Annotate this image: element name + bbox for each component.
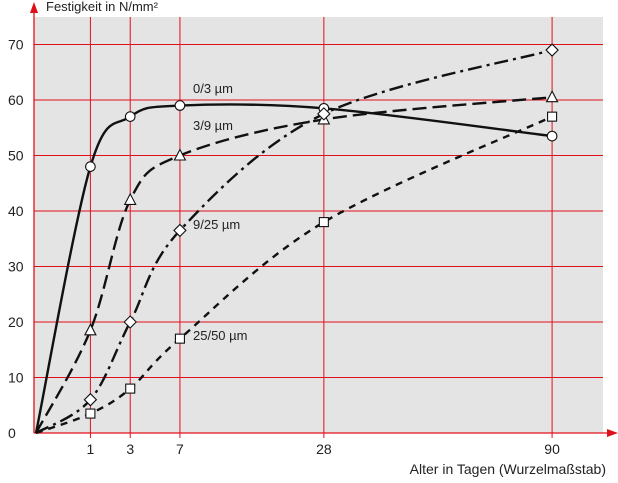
data-point-s3-3 xyxy=(173,223,187,238)
data-point-s3-4 xyxy=(317,107,331,121)
series-line-1 xyxy=(34,103,553,434)
series-labels: 0/3 µm 3/9 µm 9/25 µm 25/50 µm xyxy=(193,81,247,343)
data-point-s3-5 xyxy=(545,43,559,57)
series-label-1: 0/3 µm xyxy=(193,81,233,96)
data-point-s4-2 xyxy=(125,383,136,394)
data-point-s4-1 xyxy=(85,408,96,419)
x-tick-label-3: 3 xyxy=(126,441,134,457)
data-point-s4-5 xyxy=(547,111,558,122)
x-axis-arrow xyxy=(607,429,618,437)
y-axis-label: Festigkeit in N/mm² xyxy=(46,0,159,14)
data-point-s2-2 xyxy=(123,192,137,205)
series-label-3: 9/25 µm xyxy=(193,217,240,232)
tick-labels: 0 10 20 30 40 50 60 70 1 3 7 28 90 xyxy=(8,37,560,458)
data-point-s2-5 xyxy=(545,90,559,103)
series-line-2 xyxy=(34,96,553,434)
x-tick-label-28: 28 xyxy=(316,441,332,457)
data-point-s3-2 xyxy=(123,315,138,329)
data-point-s4-4 xyxy=(318,217,329,228)
x-tick-label-7: 7 xyxy=(176,441,184,457)
y-axis-arrow xyxy=(30,2,38,13)
series-layer xyxy=(34,43,559,435)
y-tick-label-30: 30 xyxy=(8,259,24,275)
x-axis-label: Alter in Tagen (Wurzelmaßstab) xyxy=(410,461,606,477)
data-point-s1-5 xyxy=(546,130,558,142)
x-tick-label-90: 90 xyxy=(544,441,560,457)
x-tick-label-1: 1 xyxy=(87,441,95,457)
y-tick-label-0: 0 xyxy=(8,425,16,441)
y-tick-label-60: 60 xyxy=(8,92,24,108)
data-point-s4-3 xyxy=(174,333,185,344)
data-point-s1-1 xyxy=(85,161,96,172)
y-tick-label-40: 40 xyxy=(8,203,24,219)
data-point-s3-1 xyxy=(83,392,98,407)
y-tick-label-50: 50 xyxy=(8,148,24,164)
y-tick-label-20: 20 xyxy=(8,314,24,330)
y-tick-label-70: 70 xyxy=(8,37,24,53)
series-label-2: 3/9 µm xyxy=(193,118,233,133)
data-point-s1-2 xyxy=(124,111,136,122)
series-label-4: 25/50 µm xyxy=(193,328,247,343)
data-point-s2-1 xyxy=(83,323,97,336)
y-tick-label-10: 10 xyxy=(8,370,24,386)
data-point-s2-3 xyxy=(173,148,187,161)
data-point-s1-3 xyxy=(174,100,186,111)
